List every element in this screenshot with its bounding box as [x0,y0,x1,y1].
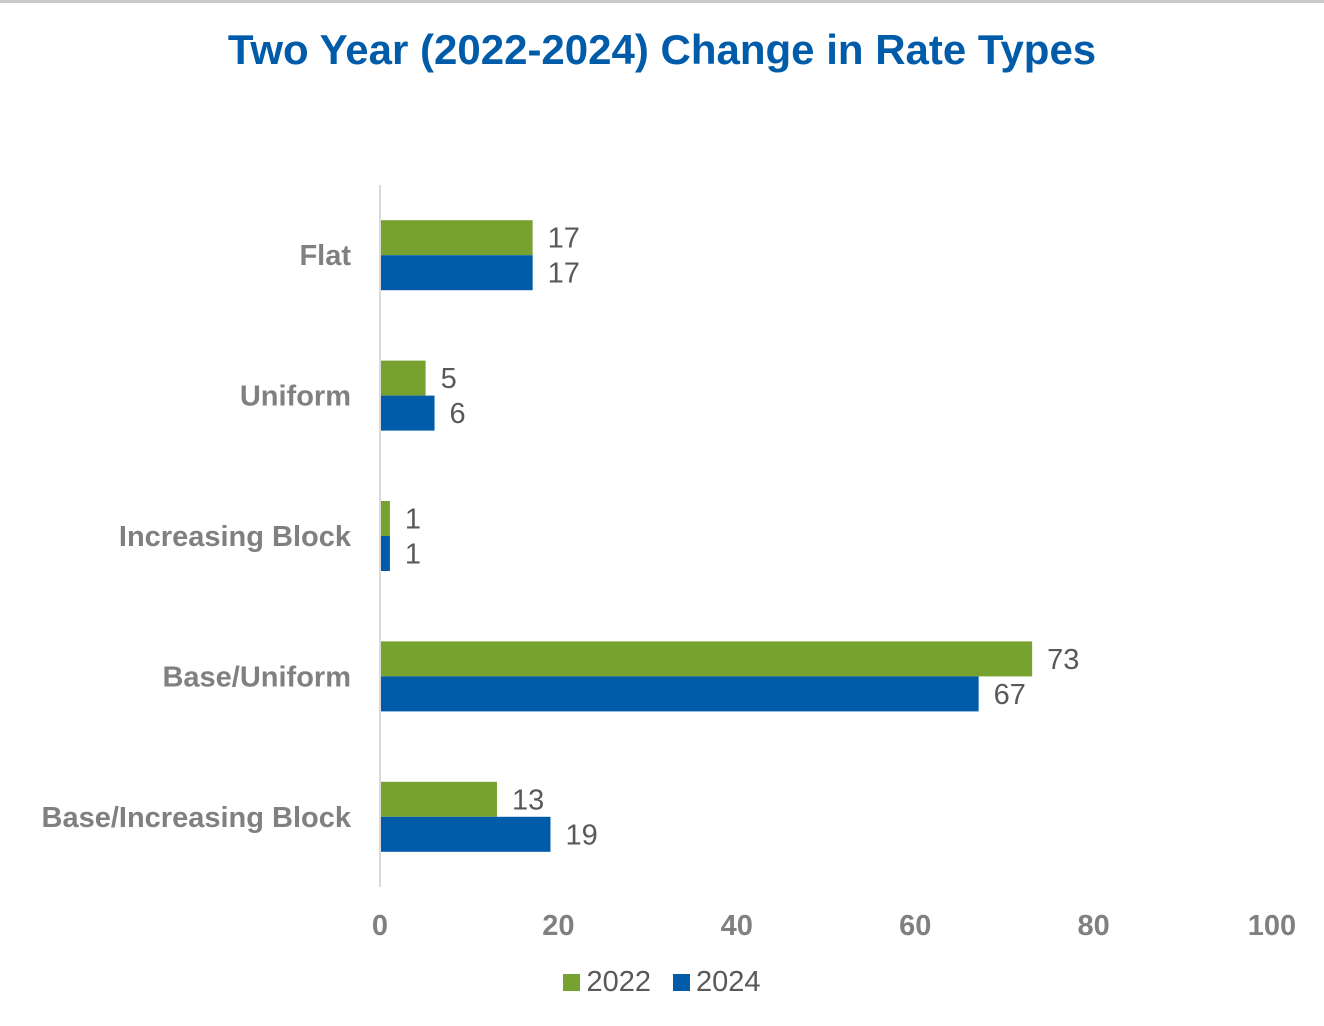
legend: 2022 2024 [0,966,1324,999]
data-label-base-uniform-2024: 67 [994,679,1026,711]
data-label-base-increasing-block-2024: 19 [565,819,597,851]
legend-item-2022: 2022 [563,966,651,999]
chart-title: Two Year (2022-2024) Change in Rate Type… [227,26,1097,73]
bar-flat-2022 [381,220,533,256]
bar-base-uniform-2024 [381,676,979,712]
category-label-increasing-block: Increasing Block [119,521,352,553]
bar-base-increasing-block-2022 [381,781,497,817]
bar-base-uniform-2022 [381,641,1033,677]
x-tick-label-40: 40 [721,910,753,942]
legend-label-2022: 2022 [586,966,651,998]
bar-flat-2024 [381,255,533,291]
legend-swatch-2022 [563,974,581,991]
legend-swatch-2024 [673,974,690,991]
bar-uniform-2022 [381,360,426,396]
legend-item-2024: 2024 [673,966,761,999]
category-label-base-increasing-block: Base/Increasing Block [42,802,352,834]
bar-increasing-block-2022 [381,501,390,536]
x-tick-label-100: 100 [1248,910,1296,942]
bar-base-increasing-block-2024 [381,816,551,852]
category-label-uniform: Uniform [240,381,351,413]
category-label-base-uniform: Base/Uniform [162,661,351,693]
data-label-uniform-2024: 6 [450,398,466,430]
data-label-base-increasing-block-2022: 13 [512,784,544,816]
data-label-flat-2024: 17 [548,258,580,290]
legend-label-2024: 2024 [696,966,761,998]
x-tick-label-20: 20 [542,910,574,942]
data-label-uniform-2022: 5 [441,363,457,395]
data-label-increasing-block-2024: 1 [405,539,421,571]
top-divider [0,0,1324,3]
x-tick-label-80: 80 [1077,910,1109,942]
x-tick-label-60: 60 [899,910,931,942]
data-label-base-uniform-2022: 73 [1047,644,1079,676]
data-label-flat-2022: 17 [548,223,580,255]
bar-increasing-block-2024 [381,536,390,571]
x-tick-label-0: 0 [372,910,388,942]
category-label-flat: Flat [299,240,351,272]
data-label-increasing-block-2022: 1 [405,504,421,536]
bar-uniform-2024 [381,395,435,431]
